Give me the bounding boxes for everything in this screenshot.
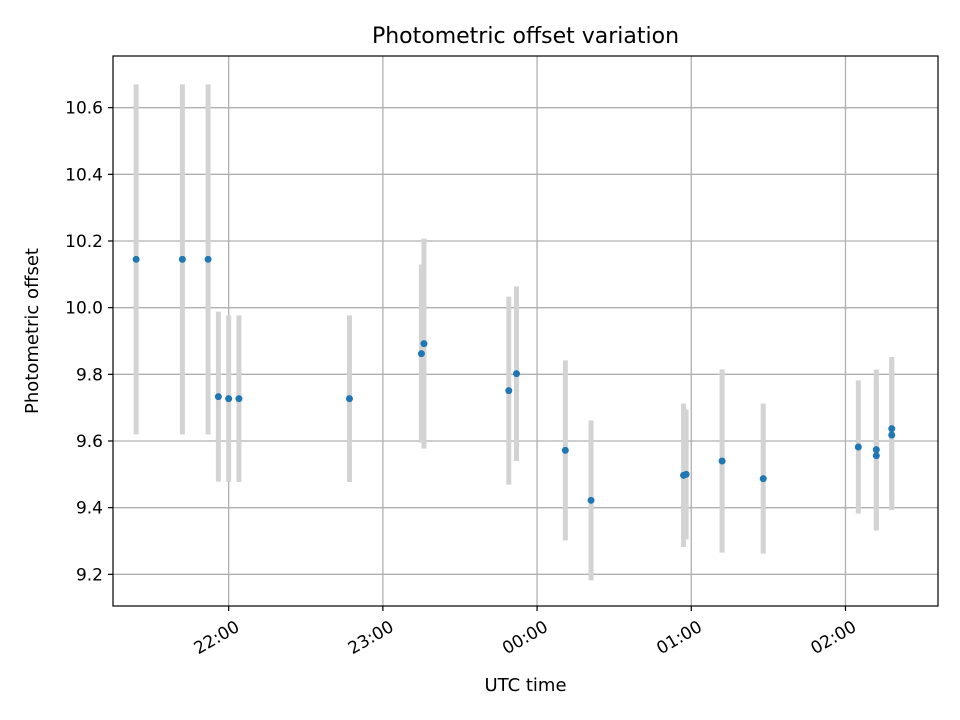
data-point — [587, 496, 595, 504]
y-tick-label: 10.6 — [65, 99, 103, 119]
y-tick-label: 9.4 — [76, 499, 103, 519]
data-point — [204, 255, 212, 263]
data-point — [513, 370, 521, 378]
data-point — [420, 340, 428, 348]
data-point — [561, 446, 569, 454]
tick-layer: 9.29.49.69.810.010.210.410.622:00 23:00 00… — [65, 99, 860, 659]
y-tick-label: 9.6 — [76, 432, 103, 452]
y-tick-label: 10.0 — [65, 299, 103, 319]
data-point — [505, 387, 513, 395]
data-point — [225, 395, 233, 403]
data-point — [132, 255, 140, 263]
data-point — [235, 395, 243, 403]
y-tick-label: 9.8 — [76, 365, 103, 385]
y-tick-label: 9.2 — [76, 565, 103, 585]
data-point — [214, 393, 222, 401]
y-tick-label: 10.2 — [65, 232, 103, 252]
chart-title: Photometric offset variation — [372, 24, 679, 49]
data-point — [417, 350, 425, 358]
data-point — [872, 446, 880, 454]
data-point — [888, 431, 896, 439]
grid-layer — [113, 56, 938, 606]
data-point — [178, 255, 186, 263]
point-layer — [132, 255, 896, 504]
data-point — [854, 443, 862, 451]
data-point — [718, 457, 726, 465]
x-axis-label: UTC time — [484, 675, 566, 696]
data-point — [759, 475, 767, 483]
data-point — [888, 425, 896, 433]
data-point — [682, 470, 690, 478]
data-point — [872, 452, 880, 460]
data-point — [345, 395, 353, 403]
axes-frame — [112, 55, 939, 607]
y-tick-label: 10.4 — [65, 165, 103, 185]
y-axis-label: Photometric offset — [22, 248, 43, 414]
